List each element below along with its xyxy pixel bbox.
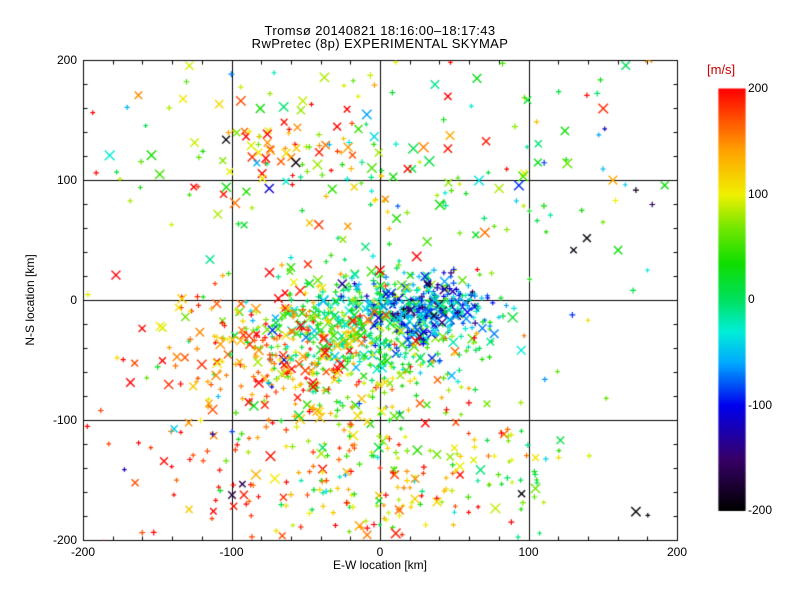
colorbar-unit-label: [m/s] bbox=[707, 62, 736, 77]
x-tick-label: 100 bbox=[518, 545, 539, 559]
colorbar-tick-label: 0 bbox=[748, 292, 755, 306]
y-axis-label: N-S location [km] bbox=[23, 254, 37, 346]
y-tick-label: -100 bbox=[52, 413, 77, 427]
chart-header: Tromsø 20140821 18:16:00–18:17:43 RwPret… bbox=[83, 24, 677, 50]
colorbar-tick-label: 200 bbox=[748, 81, 769, 95]
y-tick-label: 0 bbox=[70, 293, 77, 307]
chart-subtitle: RwPretec (8p) EXPERIMENTAL SKYMAP bbox=[251, 36, 509, 51]
x-tick-label: -100 bbox=[219, 545, 244, 559]
y-tick-label: -200 bbox=[52, 533, 77, 547]
colorbar-tick-label: 100 bbox=[748, 186, 769, 201]
x-tick-label: -200 bbox=[70, 545, 96, 559]
x-tick-label: 0 bbox=[376, 545, 384, 559]
y-tick-label: 200 bbox=[56, 53, 77, 67]
y-tick-label: 100 bbox=[56, 173, 77, 187]
chart-title: Tromsø 20140821 18:16:00–18:17:43 bbox=[264, 23, 496, 38]
x-tick-label: 200 bbox=[666, 545, 688, 559]
x-axis-label: E-W location [km] bbox=[332, 558, 428, 572]
colorbar-tick-label: -100 bbox=[748, 397, 773, 412]
colorbar-tick-label: -200 bbox=[748, 503, 773, 517]
